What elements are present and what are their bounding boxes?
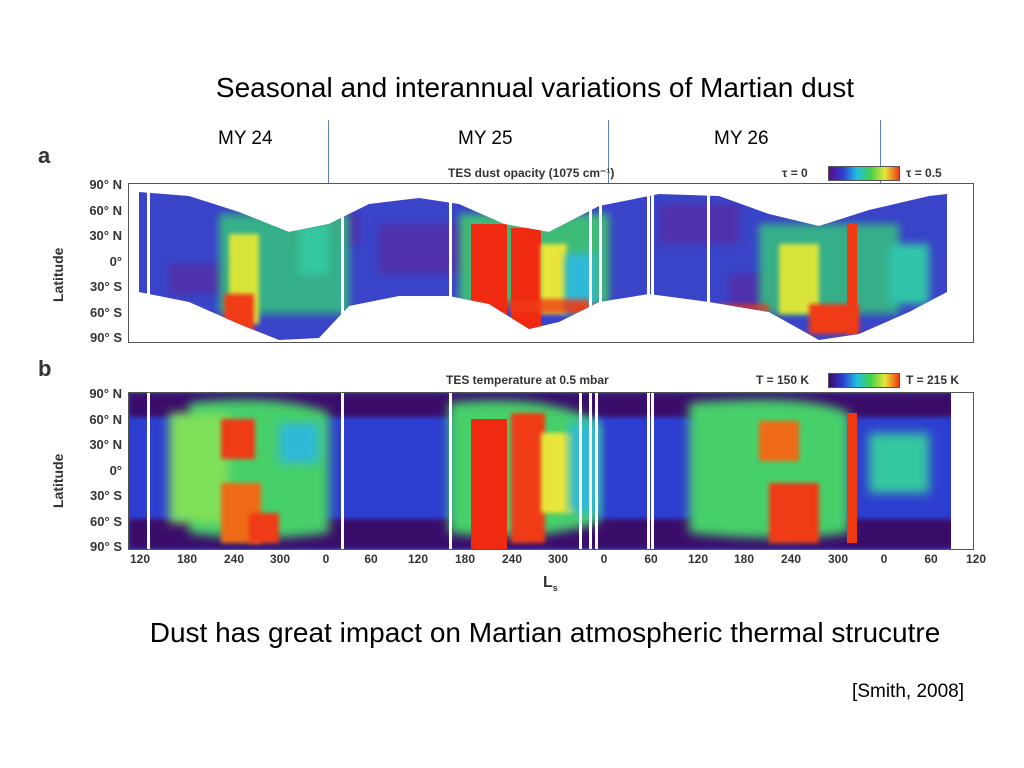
x-tick-label: 240 [501, 552, 523, 566]
storm-region [471, 224, 507, 340]
y-tick-label: 90° N [89, 177, 122, 192]
x-tick-label: 60 [924, 552, 938, 566]
dust-opacity-map [139, 184, 947, 342]
x-tick-label: 300 [827, 552, 849, 566]
warm-region [221, 419, 255, 459]
colorbar-a-min: τ = 0 [782, 166, 808, 180]
panel-b-title: TES temperature at 0.5 mbar [446, 373, 609, 387]
year-divider-line [880, 120, 881, 184]
x-axis-label-L: L [543, 574, 553, 591]
data-gap-line [599, 184, 602, 342]
colorbar-a [828, 166, 900, 181]
data-gap-line [595, 393, 598, 549]
warm-region [869, 433, 929, 493]
warm-region [249, 513, 279, 543]
data-gap-line [589, 393, 592, 549]
panel-a-title: TES dust opacity (1075 cm⁻¹) [448, 166, 615, 180]
data-gap-line [341, 393, 344, 549]
data-gap-line [341, 184, 344, 342]
warm-region [847, 413, 857, 543]
x-tick-label: 120 [965, 552, 987, 566]
x-tick-label: 240 [780, 552, 802, 566]
y-tick-label: 60° S [90, 304, 122, 320]
no-data-region [951, 393, 973, 549]
x-axis-label: Ls [543, 574, 558, 593]
x-tick-label: 120 [687, 552, 709, 566]
panel-letter-a: a [38, 143, 51, 168]
colorbar-b-max: T = 215 K [906, 373, 960, 387]
slide-title: Seasonal and interannual variations of M… [215, 72, 855, 103]
panel-letter-b: b [38, 356, 52, 381]
colorbar-a-max: τ = 0.5 [906, 166, 942, 180]
data-gap-line [579, 393, 582, 549]
dust-region [299, 224, 329, 274]
y-tick-label: 30° N [89, 437, 122, 452]
x-tick-label: 300 [269, 552, 291, 566]
data-gap-line [647, 393, 650, 549]
x-tick-label: 240 [223, 552, 245, 566]
dust-field [139, 192, 947, 340]
x-tick-label: 60 [644, 552, 658, 566]
warm-region [569, 423, 599, 513]
warm-region [169, 413, 229, 523]
y-tick-label: 60° S [90, 513, 122, 529]
mars-year-label-24: MY 24 [218, 128, 273, 149]
x-tick-label: 180 [176, 552, 198, 566]
temperature-map [129, 393, 973, 549]
y-tick-label: 30° S [90, 488, 122, 503]
x-tick-label: 0 [600, 552, 608, 566]
data-gap-line [647, 184, 650, 342]
warm-region [759, 421, 799, 461]
x-tick-label: 60 [364, 552, 378, 566]
x-tick-label: 120 [407, 552, 429, 566]
warm-region [279, 423, 319, 463]
x-tick-label: 0 [880, 552, 888, 566]
dust-region [809, 304, 859, 334]
data-gap-line [589, 184, 592, 342]
x-tick-label: 0 [322, 552, 330, 566]
x-tick-label: 180 [733, 552, 755, 566]
data-gap-line [147, 184, 150, 342]
low-opacity-patch [379, 224, 469, 274]
storm-heating [511, 413, 545, 543]
mars-year-label-26: MY 26 [714, 128, 769, 149]
data-gap-line [651, 184, 654, 342]
y-tick-label: 60° N [89, 202, 122, 218]
storm-heating [471, 419, 507, 549]
colorbar-b [828, 373, 900, 388]
dust-region [889, 244, 929, 304]
y-tick-label: 90° N [89, 386, 122, 401]
x-axis-label-sub: s [552, 583, 558, 594]
year-divider-line [328, 120, 329, 184]
data-gap-line [449, 184, 452, 342]
dust-region [224, 294, 254, 340]
y-tick-label: 90° S [90, 539, 122, 554]
dust-region [847, 224, 857, 334]
y-tick-label: 60° N [89, 411, 122, 427]
slide-subtitle: Dust has great impact on Martian atmosph… [149, 617, 941, 648]
panel-a-heatmap [128, 183, 974, 343]
x-tick-label: 120 [129, 552, 151, 566]
year-divider-line [608, 120, 609, 184]
data-gap-line [147, 393, 150, 549]
y-tick-label: 30° N [89, 228, 122, 243]
citation: [Smith, 2008] [852, 681, 964, 702]
storm-region [511, 228, 541, 340]
panel-b-heatmap [128, 392, 974, 550]
colorbar-b-min: T = 150 K [756, 373, 810, 387]
warm-region [769, 483, 819, 543]
y-tick-label: 0° [109, 253, 122, 269]
x-tick-label: 300 [547, 552, 569, 566]
y-tick-label: 90° S [90, 330, 122, 345]
mars-year-label-25: MY 25 [458, 128, 513, 149]
data-gap-line [707, 184, 710, 342]
data-gap-line [449, 393, 452, 549]
y-tick-label: 30° S [90, 279, 122, 294]
data-gap-line [651, 393, 654, 549]
low-opacity-patch [659, 204, 739, 244]
x-tick-label: 180 [454, 552, 476, 566]
dust-region [779, 244, 819, 314]
y-tick-label: 0° [109, 462, 122, 478]
